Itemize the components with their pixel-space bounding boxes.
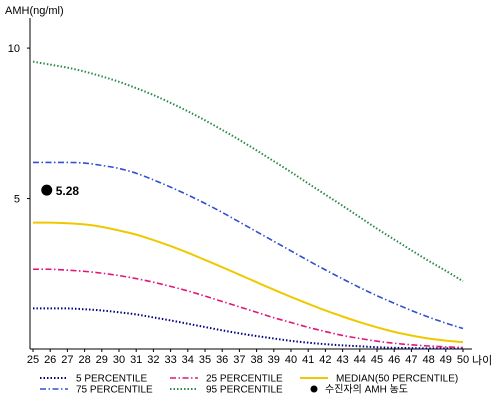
x-tick-label: 45 — [371, 354, 383, 366]
x-tick-label: 27 — [61, 354, 73, 366]
series-line-5-percentile — [33, 307, 463, 350]
x-tick-label: 47 — [405, 354, 417, 366]
legend-marker-dot — [310, 385, 318, 393]
legend-marker-label: 수진자의 AMH 농도 — [325, 384, 408, 396]
x-tick-label: 43 — [336, 354, 348, 366]
x-tick-label: 30 — [113, 354, 125, 366]
x-tick-label: 36 — [216, 354, 228, 366]
x-tick-label: 37 — [233, 354, 245, 366]
x-tick-label: 28 — [78, 354, 90, 366]
x-tick-label: 42 — [319, 354, 331, 366]
patient-amh-value-label: 5.28 — [56, 184, 80, 198]
x-tick-label: 34 — [182, 354, 194, 366]
x-tick-label: 46 — [388, 354, 400, 366]
patient-amh-point — [41, 184, 53, 196]
legend-label: 25 PERCENTILE — [206, 374, 283, 385]
x-tick-label: 44 — [354, 354, 366, 366]
y-tick-label: 10 — [8, 43, 20, 55]
x-tick-label: 40 — [285, 354, 297, 366]
x-tick-label: 31 — [130, 354, 142, 366]
x-tick-label: 26 — [44, 354, 56, 366]
y-tick-label: 5 — [14, 194, 20, 206]
x-tick-label: 41 — [302, 354, 314, 366]
y-axis-label: AMH(ng/ml) — [5, 5, 64, 17]
x-tick-label: 32 — [147, 354, 159, 366]
x-tick-label: 25 — [27, 354, 39, 366]
series-line-75-percentile — [32, 161, 464, 330]
x-axis-label: 나이 — [472, 354, 492, 367]
x-tick-label: 29 — [96, 354, 108, 366]
x-tick-label: 48 — [422, 354, 434, 366]
legend-label: 95 PERCENTILE — [206, 385, 283, 396]
x-tick-label: 38 — [250, 354, 262, 366]
x-tick-label: 35 — [199, 354, 211, 366]
x-tick-label: 39 — [268, 354, 280, 366]
series-line-95-percentile — [32, 60, 464, 283]
legend-label: 5 PERCENTILE — [76, 374, 147, 385]
x-tick-label: 33 — [164, 354, 176, 366]
legend-label: MEDIAN(50 PERCENTILE) — [336, 374, 458, 385]
series-line-median-50-percentile — [32, 221, 464, 344]
x-tick-label: 49 — [440, 354, 452, 366]
x-tick-label: 50 — [457, 354, 469, 366]
legend-label: 75 PERCENTILE — [76, 385, 153, 396]
